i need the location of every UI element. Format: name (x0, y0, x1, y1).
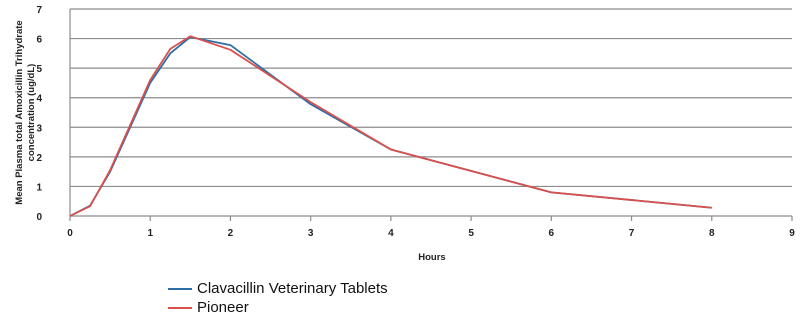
x-tick-label-9: 9 (789, 228, 795, 239)
x-axis-title: Hours (418, 252, 445, 263)
y-tick-label-6: 6 (36, 35, 42, 46)
x-tick-label-7: 7 (629, 228, 635, 239)
series-line-pioneer (69, 35, 712, 217)
y-tick-label-4: 4 (36, 94, 42, 105)
series-lines (69, 35, 712, 217)
series-line-clavacillin-veterinary-tablets (69, 36, 712, 217)
legend-label-clavacillin: Clavacillin Veterinary Tablets (197, 280, 388, 297)
x-tick-label-3: 3 (308, 228, 314, 239)
x-tick-label-6: 6 (549, 228, 555, 239)
legend-item-clavacillin: Clavacillin Veterinary Tablets (168, 279, 388, 298)
x-tick-label-5: 5 (468, 228, 474, 239)
y-tick-label-1: 1 (36, 182, 42, 193)
legend-swatch-pioneer (168, 306, 192, 309)
x-tick-label-0: 0 (67, 228, 73, 239)
legend-label-pioneer: Pioneer (197, 299, 249, 316)
x-tick-label-4: 4 (388, 228, 394, 239)
x-tick-label-2: 2 (228, 228, 234, 239)
axes (69, 9, 793, 221)
x-tick-label-8: 8 (709, 228, 715, 239)
y-tick-label-3: 3 (36, 123, 42, 134)
x-tick-labels: 0 1 2 3 4 5 6 7 8 9 (67, 228, 795, 239)
gridlines (70, 8, 792, 188)
y-tick-label-5: 5 (36, 64, 42, 75)
legend-swatch-clavacillin (168, 287, 192, 290)
x-tick-label-1: 1 (147, 228, 153, 239)
y-tick-label-0: 0 (36, 212, 42, 223)
y-axis-title-line-1: Mean Plasma total Amoxicillin Trihydrate (14, 20, 25, 204)
legend-item-pioneer: Pioneer (168, 298, 388, 317)
y-tick-label-2: 2 (36, 153, 42, 164)
y-axis-title-line-2: concentration (ug/dL) (26, 64, 37, 162)
y-tick-label-7: 7 (36, 5, 42, 16)
legend: Clavacillin Veterinary Tablets Pioneer (168, 279, 388, 317)
y-tick-labels: 0 1 2 3 4 5 6 7 (36, 5, 42, 223)
